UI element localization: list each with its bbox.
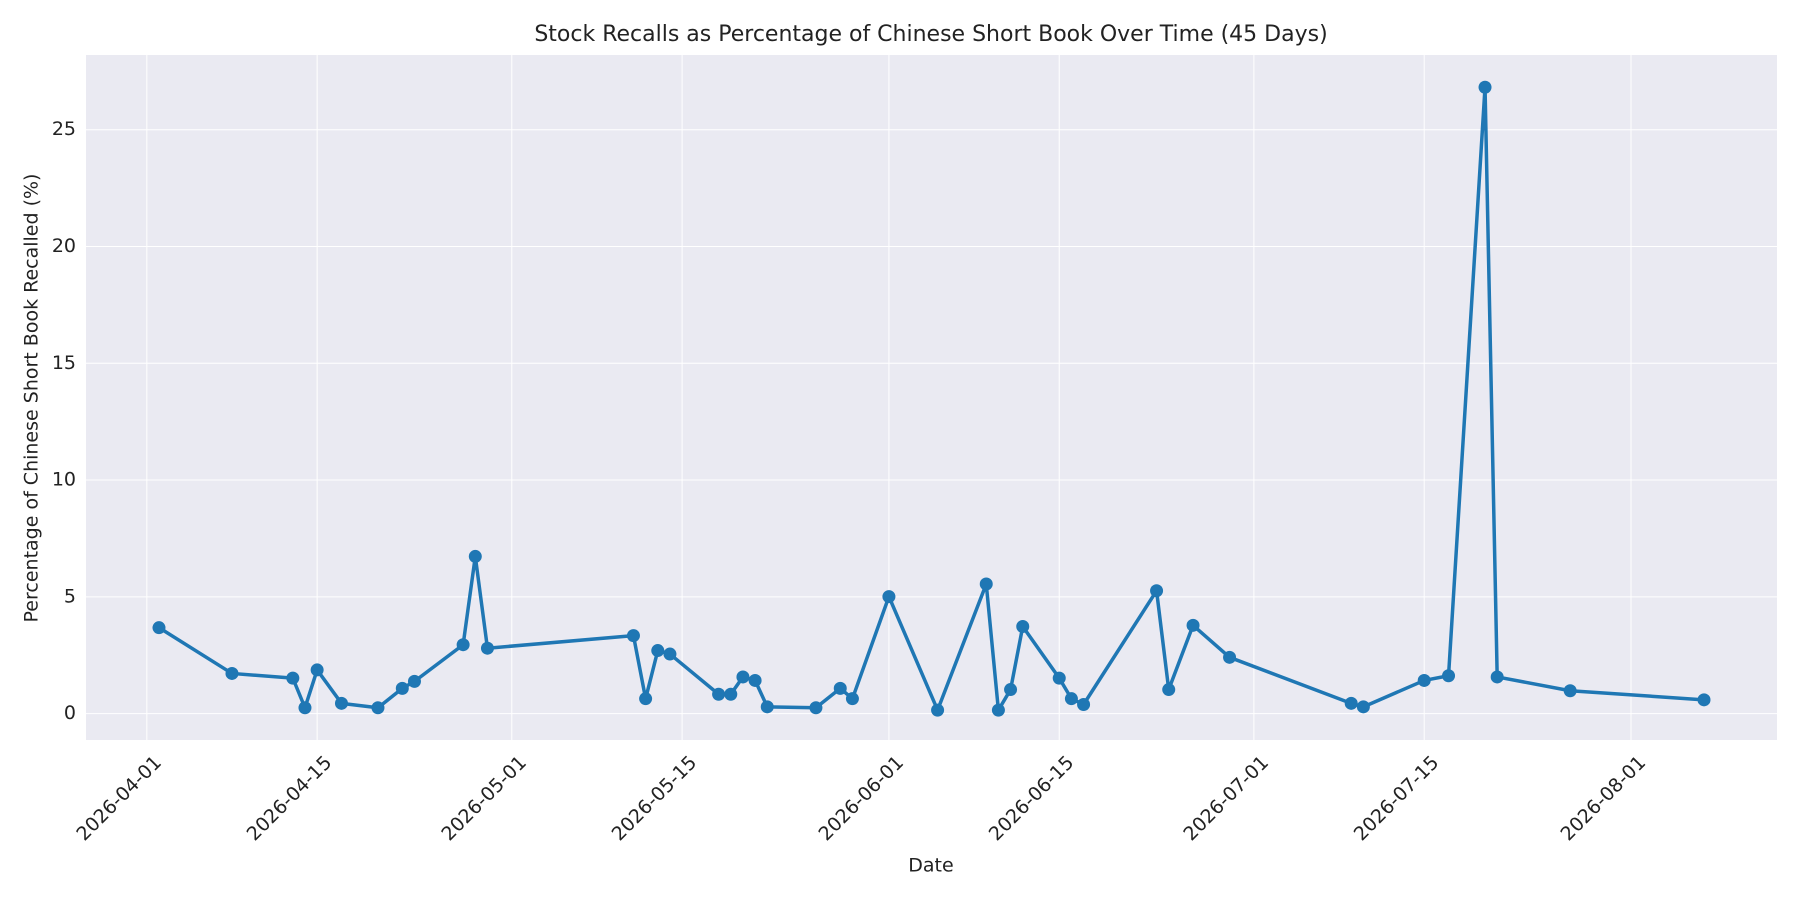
- y-axis-label: Percentage of Chinese Short Book Recalle…: [21, 174, 43, 623]
- data-point: [1186, 618, 1200, 632]
- data-point: [979, 577, 993, 591]
- data-point: [1150, 584, 1164, 598]
- data-point: [152, 621, 166, 635]
- y-tick-label: 10: [52, 469, 76, 491]
- x-tick-label: 2026-06-01: [814, 752, 908, 846]
- data-point: [407, 674, 421, 688]
- data-point: [480, 641, 494, 655]
- x-tick-label: 2026-07-15: [1350, 752, 1444, 846]
- data-point: [1064, 692, 1078, 706]
- data-point: [724, 687, 738, 701]
- data-point: [1563, 684, 1577, 698]
- data-point: [1478, 80, 1492, 94]
- x-tick-label: 2026-05-15: [608, 752, 702, 846]
- data-point: [845, 692, 859, 706]
- data-point: [1697, 693, 1711, 707]
- data-point: [1077, 698, 1091, 712]
- y-tick-label: 15: [52, 352, 76, 374]
- data-point: [931, 703, 945, 717]
- data-point: [651, 644, 665, 658]
- data-point: [1016, 619, 1030, 633]
- data-point: [760, 700, 774, 714]
- data-point: [1417, 673, 1431, 687]
- data-point: [809, 701, 823, 715]
- data-point: [1344, 696, 1358, 710]
- data-point: [1223, 650, 1237, 664]
- plot-area: [86, 55, 1777, 740]
- data-point: [736, 670, 750, 684]
- data-point: [833, 681, 847, 695]
- chart-title: Stock Recalls as Percentage of Chinese S…: [534, 22, 1327, 47]
- data-point: [1356, 700, 1370, 714]
- x-axis-label: Date: [908, 855, 953, 877]
- y-tick-label: 5: [64, 585, 76, 607]
- data-point: [882, 590, 896, 604]
- x-tick-label: 2026-06-15: [985, 752, 1079, 846]
- data-point: [310, 663, 324, 677]
- data-point: [991, 703, 1005, 717]
- data-point: [468, 549, 482, 563]
- y-tick-label: 20: [52, 235, 76, 257]
- data-point: [626, 629, 640, 643]
- data-point: [1490, 670, 1504, 684]
- data-point: [639, 692, 653, 706]
- data-point: [1162, 683, 1176, 697]
- x-tick-label: 2026-05-01: [437, 752, 531, 846]
- data-point: [663, 647, 677, 661]
- data-point: [298, 701, 312, 715]
- x-tick-label: 2026-07-01: [1179, 752, 1273, 846]
- x-tick-label: 2026-08-01: [1557, 752, 1651, 846]
- data-point: [334, 696, 348, 710]
- y-tick-label: 25: [52, 118, 76, 140]
- data-point: [456, 638, 470, 652]
- data-point: [1004, 683, 1018, 697]
- y-tick-label: 0: [64, 702, 76, 724]
- data-point: [395, 681, 409, 695]
- data-point: [1052, 671, 1066, 685]
- data-point: [371, 701, 385, 715]
- data-point: [712, 687, 726, 701]
- data-point: [1442, 669, 1456, 683]
- x-tick-label: 2026-04-15: [243, 752, 337, 846]
- data-point: [286, 671, 300, 685]
- data-point: [748, 673, 762, 687]
- data-point: [225, 666, 239, 680]
- x-tick-label: 2026-04-01: [72, 752, 166, 846]
